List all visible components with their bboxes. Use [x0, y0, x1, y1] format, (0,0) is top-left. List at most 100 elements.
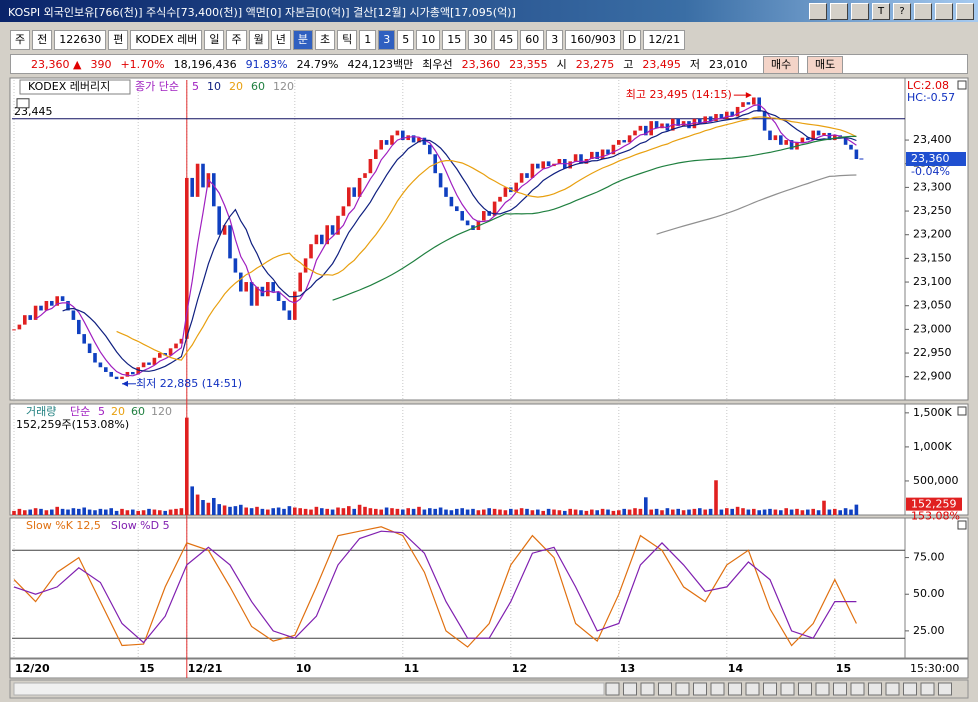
- volume-bar: [557, 510, 562, 515]
- scroll-icon: [868, 682, 882, 696]
- volume-bar: [77, 508, 81, 515]
- volume-bar: [152, 509, 157, 515]
- quote-item: 424,123백만: [347, 58, 414, 71]
- candle: [800, 137, 805, 143]
- window-icon[interactable]: [914, 3, 932, 20]
- toolbar-item[interactable]: 일: [204, 30, 225, 50]
- toolbar-item[interactable]: 편: [108, 30, 129, 50]
- ma-period: 5: [98, 405, 105, 418]
- window-icon[interactable]: [935, 3, 953, 20]
- y-tick-label: 23,200: [913, 228, 952, 241]
- toolbar-item[interactable]: 월: [248, 30, 269, 50]
- candle: [114, 376, 119, 380]
- current-price-label: 23,360: [911, 152, 950, 165]
- candle: [568, 161, 572, 169]
- volume-bar: [417, 506, 421, 515]
- toolbar-item[interactable]: 틱: [337, 30, 358, 50]
- volume-bar: [698, 508, 702, 515]
- toolbar-item[interactable]: KODEX 레버: [130, 30, 203, 50]
- volume-bar: [773, 509, 778, 515]
- quote-item: 18,196,436: [173, 57, 237, 71]
- toolbar-item[interactable]: 3: [378, 30, 396, 50]
- window-icon[interactable]: [830, 3, 848, 20]
- toolbar-item[interactable]: 122630: [54, 30, 107, 50]
- candle: [482, 211, 486, 221]
- toolbar-item[interactable]: 1: [359, 30, 377, 50]
- volume-bar: [406, 508, 410, 515]
- y-tick-label: 500,000: [913, 474, 959, 487]
- current-price-box: [906, 151, 966, 166]
- candle: [541, 161, 545, 169]
- volume-bar: [23, 510, 27, 515]
- volume-bar: [768, 508, 772, 515]
- volume-bar: [822, 500, 826, 515]
- candle: [60, 296, 65, 301]
- toolbar-item[interactable]: 45: [494, 30, 519, 50]
- candle: [487, 211, 491, 216]
- toolbar-item[interactable]: 분: [292, 30, 313, 50]
- window-button[interactable]: T: [872, 3, 890, 20]
- quote-item: 23,275: [575, 57, 615, 71]
- volume-bar: [530, 510, 535, 515]
- volume-bar: [735, 506, 740, 515]
- toolbar-item[interactable]: 160/903: [565, 30, 621, 50]
- ma-period: 20: [111, 405, 125, 418]
- candle: [163, 353, 167, 356]
- toolbar-item[interactable]: 년: [270, 30, 291, 50]
- trade-button[interactable]: 매수: [763, 56, 800, 74]
- candle: [109, 371, 113, 377]
- candle: [633, 130, 637, 136]
- candle: [455, 206, 459, 212]
- trade-button[interactable]: 매도: [807, 56, 844, 74]
- toolbar-item[interactable]: 10: [416, 30, 441, 50]
- toolbar: 주 전 122630 편 KODEX 레버 일 주 월 년 분 초 틱 1 3 5 10 15 30 45 60 3 16…: [10, 29, 686, 51]
- quote-item: 24.79%: [296, 57, 339, 71]
- moving-average: [656, 174, 857, 235]
- candle: [735, 106, 740, 117]
- volume-bar: [811, 508, 815, 515]
- candle: [622, 140, 626, 143]
- scroll-icon: [815, 682, 830, 696]
- volume-bar: [168, 509, 173, 515]
- toolbar-item[interactable]: 15: [442, 30, 467, 50]
- toolbar-item[interactable]: 3: [546, 30, 564, 50]
- volume-bar: [212, 497, 216, 515]
- candle: [519, 173, 524, 183]
- candle: [87, 343, 92, 354]
- candle: [827, 132, 832, 141]
- toolbar-item[interactable]: 12/21: [643, 30, 686, 50]
- candle: [741, 102, 745, 107]
- candle: [271, 282, 275, 292]
- ma-period: 60: [131, 405, 145, 418]
- toolbar-item[interactable]: 전: [32, 30, 53, 50]
- scroll-icon: [885, 682, 900, 696]
- scroll-icon: [903, 682, 917, 696]
- toolbar-item[interactable]: 60: [520, 30, 545, 50]
- candle: [147, 362, 151, 365]
- toolbar-item[interactable]: 주: [10, 30, 31, 50]
- candle: [141, 362, 146, 368]
- toolbar-item[interactable]: 5: [397, 30, 415, 50]
- volume-bar: [638, 508, 643, 515]
- toolbar-item[interactable]: 30: [468, 30, 493, 50]
- window-button[interactable]: ?: [893, 3, 911, 20]
- volume-bar: [352, 508, 356, 515]
- time-label: 13: [620, 662, 635, 675]
- toolbar-item[interactable]: 초: [314, 30, 336, 50]
- window-icon[interactable]: [956, 3, 974, 20]
- volume-bar: [39, 508, 43, 515]
- window-icon[interactable]: [809, 3, 827, 20]
- ma-period: 20: [229, 80, 243, 93]
- candle: [557, 158, 562, 164]
- volume-bar: [249, 508, 254, 515]
- toolbar-item[interactable]: D: [622, 30, 642, 50]
- volume-bar: [71, 508, 76, 515]
- volume-bar: [541, 510, 545, 515]
- volume-bar: [163, 510, 167, 515]
- window-icon[interactable]: [851, 3, 869, 20]
- toolbar-item[interactable]: 주: [226, 30, 247, 50]
- volume-bar: [298, 508, 302, 515]
- volume-bar: [627, 509, 632, 515]
- volume-bar: [795, 508, 799, 515]
- volume-bar: [487, 508, 491, 515]
